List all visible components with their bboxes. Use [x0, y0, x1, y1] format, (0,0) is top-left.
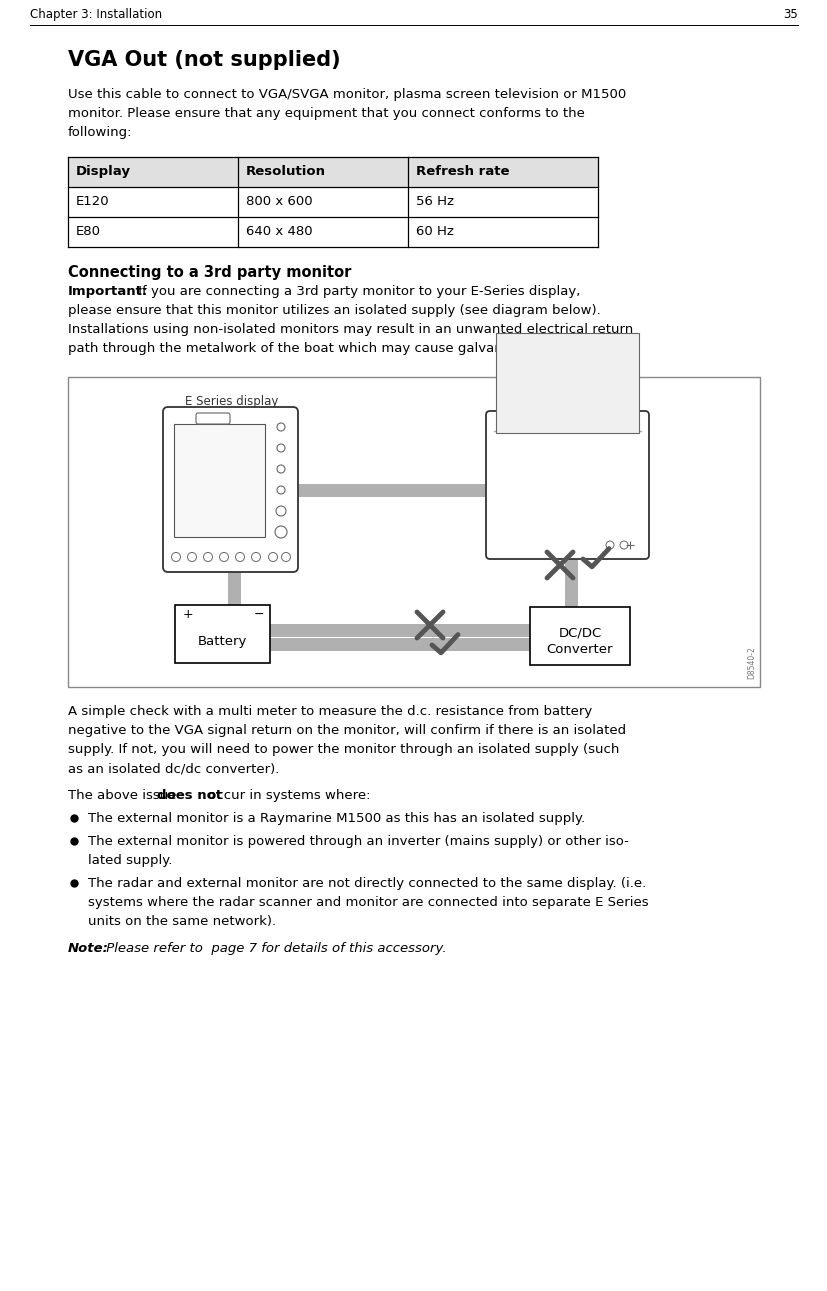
Circle shape [619, 541, 627, 549]
Bar [68, 377, 759, 687]
Circle shape [605, 541, 614, 549]
Bar [174, 605, 270, 664]
Text: negative to the VGA signal return on the monitor, will confirm if there is an is: negative to the VGA signal return on the… [68, 724, 625, 737]
Circle shape [277, 465, 284, 473]
Text: The radar and external monitor are not directly connected to the same display. (: The radar and external monitor are not d… [88, 877, 645, 889]
Text: Converter: Converter [546, 643, 613, 656]
Text: −: − [254, 608, 264, 621]
Circle shape [219, 553, 228, 562]
Circle shape [268, 553, 277, 562]
Text: Battery: Battery [197, 635, 246, 648]
Bar [564, 558, 577, 607]
Text: Installations using non-isolated monitors may result in an unwanted electrical r: Installations using non-isolated monitor… [68, 323, 633, 336]
Text: D8540-2: D8540-2 [746, 647, 755, 679]
Text: 640 x 480: 640 x 480 [246, 225, 313, 238]
Bar [495, 333, 638, 432]
Text: 35: 35 [782, 8, 797, 21]
Bar [270, 624, 529, 636]
Text: DC Powered Monitor: DC Powered Monitor [519, 395, 639, 408]
Text: The external monitor is a Raymarine M1500 as this has an isolated supply.: The external monitor is a Raymarine M150… [88, 812, 585, 825]
Text: Refresh rate: Refresh rate [415, 165, 509, 178]
Text: 56 Hz: 56 Hz [415, 195, 453, 208]
Bar [227, 571, 241, 605]
Text: If you are connecting a 3rd party monitor to your E-Series display,: If you are connecting a 3rd party monito… [134, 285, 580, 298]
Circle shape [203, 553, 213, 562]
Text: Chapter 3: Installation: Chapter 3: Installation [30, 8, 162, 21]
Text: E Series display: E Series display [185, 395, 279, 408]
Text: DC/DC: DC/DC [557, 627, 601, 640]
Bar [270, 638, 529, 651]
Text: supply. If not, you will need to power the monitor through an isolated supply (s: supply. If not, you will need to power t… [68, 744, 619, 757]
Text: path through the metalwork of the boat which may cause galvanic corrosion.: path through the metalwork of the boat w… [68, 342, 583, 355]
Text: 800 x 600: 800 x 600 [246, 195, 313, 208]
Text: Resolution: Resolution [246, 165, 326, 178]
Text: monitor. Please ensure that any equipment that you connect conforms to the: monitor. Please ensure that any equipmen… [68, 107, 584, 120]
Text: Note:: Note: [68, 942, 108, 955]
Text: Display: Display [76, 165, 131, 178]
Text: does not: does not [156, 789, 222, 802]
FancyBboxPatch shape [485, 411, 648, 559]
Text: occur in systems where:: occur in systems where: [203, 789, 370, 802]
Text: +: + [183, 608, 194, 621]
Text: E80: E80 [76, 225, 101, 238]
Text: Important:: Important: [68, 285, 148, 298]
Circle shape [171, 553, 180, 562]
Text: The external monitor is powered through an inverter (mains supply) or other iso-: The external monitor is powered through … [88, 835, 629, 848]
Bar [68, 158, 597, 187]
FancyBboxPatch shape [163, 407, 298, 572]
Circle shape [275, 525, 287, 538]
Circle shape [277, 485, 284, 494]
Bar [174, 423, 265, 537]
Circle shape [277, 444, 284, 452]
Circle shape [235, 553, 244, 562]
Text: as an isolated dc/dc converter).: as an isolated dc/dc converter). [68, 762, 279, 775]
Circle shape [187, 553, 196, 562]
Text: The above issue: The above issue [68, 789, 180, 802]
Text: units on the same network).: units on the same network). [88, 915, 275, 928]
Text: please ensure that this monitor utilizes an isolated supply (see diagram below).: please ensure that this monitor utilizes… [68, 303, 600, 318]
Circle shape [275, 506, 285, 516]
Text: systems where the radar scanner and monitor are connected into separate E Series: systems where the radar scanner and moni… [88, 896, 648, 909]
Text: lated supply.: lated supply. [88, 855, 172, 868]
Text: VGA Out (not supplied): VGA Out (not supplied) [68, 50, 340, 70]
Text: E120: E120 [76, 195, 109, 208]
Text: Connecting to a 3rd party monitor: Connecting to a 3rd party monitor [68, 265, 351, 280]
Bar [529, 607, 629, 665]
Text: A simple check with a multi meter to measure the d.c. resistance from battery: A simple check with a multi meter to mea… [68, 705, 591, 718]
Bar [289, 484, 492, 497]
Circle shape [281, 553, 290, 562]
Text: Please refer to  page 7 for details of this accessory.: Please refer to page 7 for details of th… [102, 942, 446, 955]
FancyBboxPatch shape [196, 413, 230, 423]
Circle shape [251, 553, 261, 562]
Text: Use this cable to connect to VGA/SVGA monitor, plasma screen television or M1500: Use this cable to connect to VGA/SVGA mo… [68, 88, 625, 101]
Circle shape [277, 423, 284, 431]
Text: 60 Hz: 60 Hz [415, 225, 453, 238]
Text: following:: following: [68, 127, 132, 139]
